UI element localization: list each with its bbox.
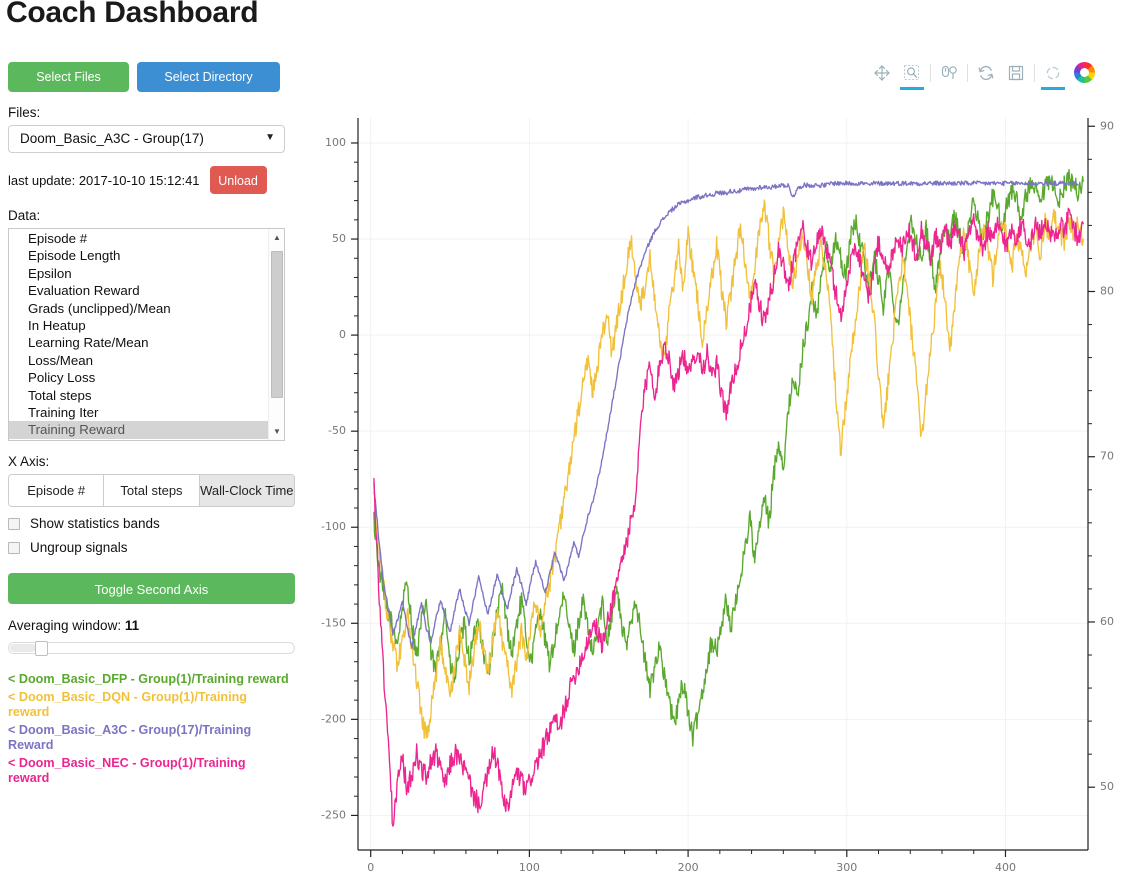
list-item[interactable]: Training Iter (28, 404, 99, 420)
files-dropdown[interactable]: Doom_Basic_A3C - Group(17) ▼ (8, 125, 285, 153)
legend-item-nec[interactable]: < Doom_Basic_NEC - Group(1)/Training rew… (8, 755, 246, 786)
show-statistics-bands-checkbox[interactable] (8, 517, 20, 530)
bokeh-logo-icon[interactable] (1074, 62, 1095, 83)
list-item[interactable]: Total steps (28, 387, 92, 403)
legend: < Doom_Basic_DFP - Group(1)/Training rew… (8, 672, 290, 787)
list-item[interactable]: Episode # (28, 231, 88, 246)
data-label: Data: (8, 208, 41, 223)
show-statistics-bands-row[interactable]: Show statistics bands (8, 516, 300, 531)
list-item[interactable]: Episode Length (28, 248, 121, 264)
svg-text:-250: -250 (321, 808, 346, 821)
list-item[interactable]: Learning Rate/Mean (28, 335, 149, 351)
x-axis-button-group: Episode # Total steps Wall-Clock Time (8, 474, 295, 507)
scrollbar-thumb[interactable] (271, 251, 283, 398)
data-list-scrollbar[interactable]: ▲ ▼ (268, 229, 284, 440)
svg-text:400: 400 (995, 861, 1016, 874)
data-listbox[interactable]: Episode # Episode Length Epsilon Evaluat… (8, 228, 285, 441)
unload-button[interactable]: Unload (209, 166, 267, 194)
list-item[interactable]: Loss/Mean (28, 352, 94, 368)
list-item[interactable]: Epsilon (28, 265, 72, 281)
svg-text:80: 80 (1100, 284, 1114, 297)
list-item-selected[interactable]: Training Reward (9, 421, 284, 439)
show-statistics-bands-label: Show statistics bands (30, 516, 160, 531)
list-item[interactable]: In Heatup (28, 317, 86, 333)
svg-text:50: 50 (1100, 780, 1114, 793)
ungroup-signals-checkbox[interactable] (8, 541, 20, 554)
svg-text:-50: -50 (328, 424, 346, 437)
x-axis-label: X Axis: (8, 454, 50, 469)
ungroup-signals-row[interactable]: Ungroup signals (8, 540, 300, 555)
ungroup-signals-label: Ungroup signals (30, 540, 128, 555)
scroll-down-arrow-icon[interactable]: ▼ (273, 427, 281, 436)
files-dropdown-value: Doom_Basic_A3C - Group(17) (20, 131, 204, 146)
svg-text:-200: -200 (321, 712, 346, 725)
svg-text:0: 0 (367, 861, 374, 874)
svg-text:100: 100 (325, 136, 346, 149)
reset-tool-icon[interactable] (971, 58, 1001, 88)
pan-tool-icon[interactable] (867, 58, 897, 88)
page-title: Coach Dashboard (6, 0, 259, 29)
last-update-text: last update: 2017-10-10 15:12:41 (8, 172, 200, 188)
slider-handle[interactable] (35, 641, 48, 656)
chart-toolbar (867, 58, 1095, 90)
wheel-zoom-tool-icon[interactable] (934, 58, 964, 88)
save-tool-icon[interactable] (1001, 58, 1031, 88)
hover-tool-icon[interactable] (1038, 58, 1068, 90)
averaging-window-slider[interactable] (8, 641, 295, 656)
toolbar-divider (930, 64, 931, 82)
files-label: Files: (8, 105, 41, 120)
legend-item-dqn[interactable]: < Doom_Basic_DQN - Group(1)/Training rew… (8, 689, 247, 720)
svg-text:50: 50 (332, 232, 346, 245)
legend-item-dfp[interactable]: < Doom_Basic_DFP - Group(1)/Training rew… (8, 672, 289, 686)
file-buttons-row: Select Files Select Directory (0, 62, 300, 92)
list-item[interactable]: Evaluation Reward (28, 283, 140, 299)
list-item[interactable]: Policy Loss (28, 370, 96, 386)
svg-text:70: 70 (1100, 450, 1114, 463)
sidebar: Select Files Select Directory Files: Doo… (0, 62, 300, 789)
plot-svg[interactable]: -250 -200 -150 -100 -50 0 50 100 50 60 70 80 90 0 100 2… (318, 88, 1142, 881)
list-item[interactable]: Grads (unclipped)/Mean (28, 300, 171, 316)
legend-item-a3c[interactable]: < Doom_Basic_A3C - Group(17)/Training Re… (8, 722, 252, 753)
averaging-window-text: Averaging window: (8, 618, 122, 633)
toolbar-divider (967, 64, 968, 82)
x-axis-option-wall-clock-time[interactable]: Wall-Clock Time (199, 475, 294, 506)
x-axis-option-episode[interactable]: Episode # (9, 475, 105, 506)
svg-text:60: 60 (1100, 615, 1114, 628)
svg-text:-100: -100 (321, 520, 346, 533)
scroll-up-arrow-icon[interactable]: ▲ (273, 233, 281, 242)
svg-text:200: 200 (678, 861, 699, 874)
averaging-window-label: Averaging window: 11 (8, 618, 300, 633)
select-directory-button[interactable]: Select Directory (137, 62, 280, 92)
box-zoom-tool-icon[interactable] (897, 58, 927, 90)
svg-text:300: 300 (836, 861, 857, 874)
x-axis-option-total-steps[interactable]: Total steps (104, 475, 200, 506)
plot-area[interactable]: -250 -200 -150 -100 -50 0 50 100 50 60 70 80 90 0 100 2… (318, 88, 1142, 881)
svg-text:100: 100 (519, 861, 540, 874)
svg-text:0: 0 (339, 328, 346, 341)
chart-panel: -250 -200 -150 -100 -50 0 50 100 50 60 70 80 90 0 100 2… (318, 55, 1142, 881)
slider-fill (10, 644, 36, 652)
toggle-second-axis-button[interactable]: Toggle Second Axis (8, 573, 295, 604)
svg-text:-150: -150 (321, 616, 346, 629)
select-files-button[interactable]: Select Files (8, 62, 129, 92)
svg-text:90: 90 (1100, 119, 1114, 132)
last-update-row: last update: 2017-10-10 15:12:41 Unload (8, 165, 300, 195)
chevron-down-icon: ▼ (265, 132, 275, 143)
averaging-window-value: 11 (124, 618, 140, 633)
toolbar-divider (1034, 64, 1035, 82)
data-list-items: Episode # Episode Length Epsilon Evaluat… (9, 229, 284, 439)
